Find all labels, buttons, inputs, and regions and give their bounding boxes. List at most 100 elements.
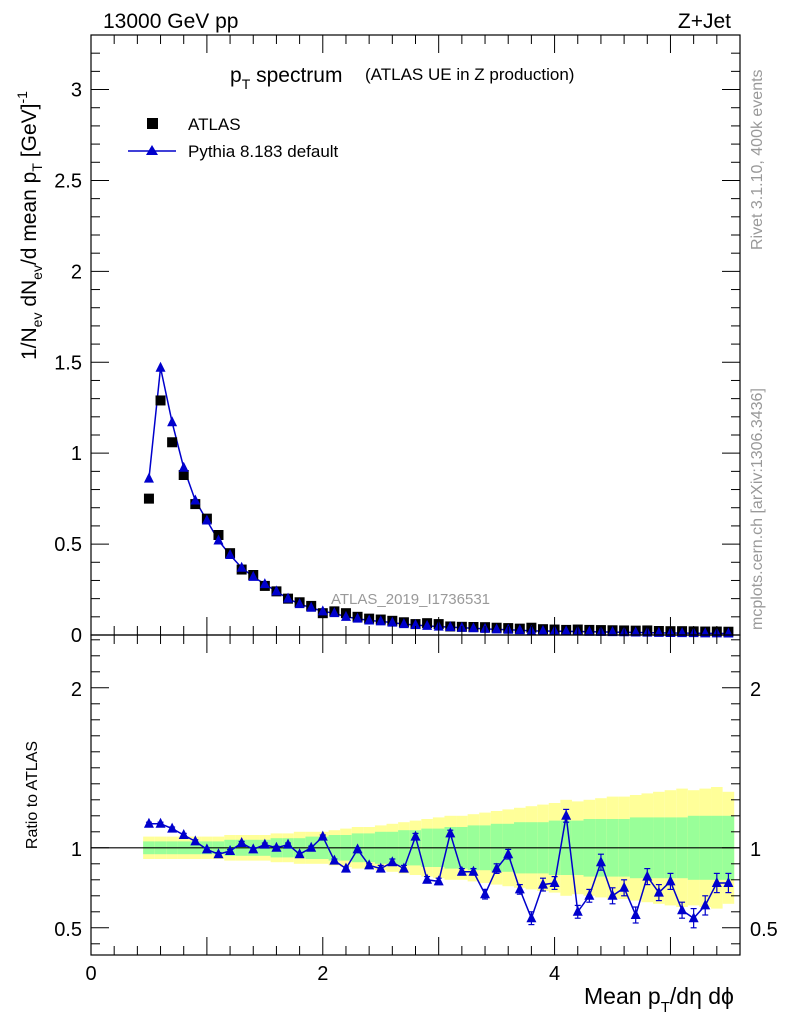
ratio-ylabel: Ratio to ATLAS: [24, 741, 41, 849]
pythia-data-point: [143, 472, 154, 483]
pythia-data-point: [387, 616, 398, 627]
ratio-data-point: [190, 835, 201, 846]
xlabel: Mean pT/dη dϕ: [584, 983, 734, 1016]
ratio-data-point: [607, 889, 618, 900]
ratio-data-point: [433, 875, 444, 886]
ratio-data-point: [283, 838, 294, 849]
ratio-data-point: [294, 848, 305, 859]
main-ytick-label: 0: [71, 625, 82, 647]
atlas-data-point: [178, 470, 189, 480]
rivet-version-label: Rivet 3.1.10, 400k events: [749, 69, 766, 250]
pythia-data-point: [155, 361, 166, 372]
ratio-data-point: [491, 862, 502, 873]
pythia-data-point: [584, 625, 595, 636]
pythia-data-point: [653, 626, 664, 637]
ratio-data-point: [665, 875, 676, 886]
ratio-data-point: [225, 845, 236, 855]
pythia-data-point: [213, 534, 224, 545]
main-ytick-label: 1: [71, 443, 82, 465]
pythia-data-point: [630, 626, 641, 637]
ratio-data-point: [445, 827, 456, 838]
main-ytick-label: 3: [71, 80, 82, 102]
pythia-data-point: [398, 618, 409, 629]
ratio-ytick-label-right: 1: [750, 839, 761, 861]
ratio-data-point: [375, 862, 386, 873]
xtick-label: 4: [549, 963, 560, 985]
ratio-data-point: [155, 817, 166, 828]
pythia-data-point: [201, 514, 212, 525]
pythia-data-point: [190, 494, 201, 505]
pythia-data-point: [329, 607, 340, 618]
ratio-data-point: [584, 889, 595, 900]
legend-atlas-marker: [147, 118, 158, 129]
ratio-data-point: [468, 865, 479, 876]
pythia-data-point: [294, 598, 305, 609]
analysis-tag: ATLAS_2019_I1736531: [331, 591, 490, 608]
ratio-data-point: [340, 862, 351, 873]
pythia-data-point: [468, 622, 479, 633]
legend-pythia-marker: [146, 145, 158, 155]
pythia-data-point: [445, 621, 456, 632]
pythia-data-point: [561, 625, 572, 636]
ratio-data-point: [653, 886, 664, 897]
ratio-data-point: [700, 899, 711, 910]
ratio-data-point: [514, 883, 525, 894]
ratio-data-point: [398, 862, 409, 873]
ratio-data-point: [259, 838, 270, 849]
ratio-data-point: [422, 873, 433, 884]
ratio-ytick-label-right: 0.5: [750, 919, 778, 941]
pythia-data-point: [259, 578, 270, 589]
main-ytick-label: 2.5: [54, 170, 82, 192]
ratio-panel-marks: [91, 808, 740, 929]
pythia-data-point: [167, 416, 178, 427]
ratio-data-point: [595, 856, 606, 867]
pythia-data-point: [178, 461, 189, 472]
pythia-data-point: [364, 614, 375, 625]
legend-atlas-label: ATLAS: [188, 115, 241, 134]
pythia-data-point: [422, 619, 433, 630]
ratio-data-point: [178, 829, 189, 839]
ratio-ytick-label-right: 2: [750, 679, 761, 701]
ratio-data-point: [364, 859, 375, 870]
pythia-data-point: [607, 626, 618, 637]
mcplots-label: mcplots.cern.ch [arXiv:1306.3436]: [749, 388, 766, 630]
ratio-data-point: [711, 877, 722, 887]
ratio-data-point: [537, 878, 548, 889]
ratio-data-point: [723, 877, 734, 887]
ratio-data-point: [236, 837, 247, 847]
ratio-data-point: [561, 809, 572, 820]
process-label: Z+Jet: [678, 10, 731, 33]
ratio-data-point: [526, 912, 537, 923]
pythia-data-point: [236, 561, 247, 572]
ratio-ytick-label-left: 1: [71, 839, 82, 861]
xtick-label: 0: [85, 963, 96, 985]
pythia-data-point: [514, 624, 525, 635]
pythia-data-point: [537, 625, 548, 635]
pythia-data-point: [340, 610, 351, 621]
ratio-data-point: [248, 843, 259, 854]
atlas-data-point: [155, 395, 166, 406]
pythia-data-point: [225, 549, 236, 559]
pythia-data-point: [410, 619, 421, 629]
main-ytick-label: 1.5: [54, 352, 82, 374]
legend: ATLAS Pythia 8.183 default: [128, 115, 339, 161]
ratio-data-point: [213, 848, 224, 859]
ratio-data-point: [630, 909, 641, 919]
ratio-data-point: [329, 854, 340, 865]
atlas-data-point: [167, 437, 178, 448]
ratio-data-point: [410, 830, 421, 841]
main-title: pT spectrum: [230, 64, 342, 92]
ratio-data-point: [572, 905, 583, 916]
xtick-label: 2: [317, 963, 328, 985]
ratio-data-point: [503, 848, 514, 859]
pythia-data-point: [271, 585, 282, 596]
ratio-data-point: [352, 843, 363, 854]
ratio-data-point: [480, 888, 491, 899]
atlas-data-point: [143, 493, 154, 504]
ratio-data-point: [677, 904, 688, 915]
main-ytick-label: 0.5: [54, 534, 82, 556]
pythia-data-point: [283, 592, 294, 603]
pythia-data-point: [375, 615, 386, 626]
pythia-data-point: [306, 601, 317, 612]
